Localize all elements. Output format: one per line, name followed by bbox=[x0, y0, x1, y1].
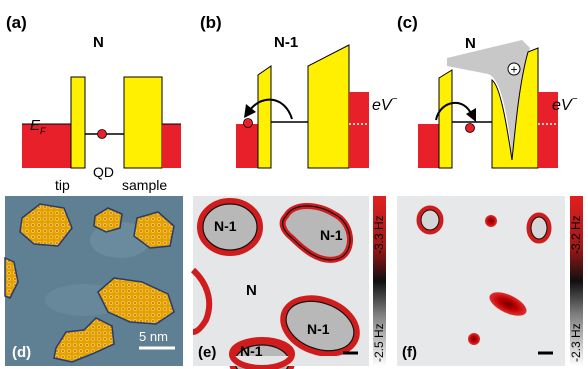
panel-d-label: (d) bbox=[12, 344, 31, 361]
charge-ring bbox=[526, 212, 552, 244]
molecule-island bbox=[133, 211, 175, 249]
molecule-island bbox=[93, 207, 123, 233]
molecule-island bbox=[97, 277, 175, 325]
charge-spot bbox=[489, 292, 527, 316]
tip-fermi-sea bbox=[22, 124, 71, 168]
sample-fermi-sea bbox=[538, 92, 558, 168]
colorbar bbox=[570, 196, 583, 366]
panel-d: (d) 5 nm bbox=[4, 196, 183, 366]
panel-c-label: (c) bbox=[397, 13, 418, 32]
sample-barrier bbox=[307, 44, 350, 169]
colorbar-top-label: -3.3 Hz bbox=[372, 215, 386, 254]
charge-spot bbox=[485, 215, 497, 227]
tip-barrier bbox=[257, 65, 272, 169]
tunneling-arrow bbox=[249, 98, 293, 120]
tip-fermi-sea bbox=[418, 124, 439, 168]
tunneling-arrow bbox=[435, 101, 473, 121]
molecule-island bbox=[53, 317, 115, 363]
charge-circle bbox=[507, 62, 521, 76]
panel-f-label: (f) bbox=[402, 344, 417, 361]
charge-spot bbox=[468, 333, 480, 345]
tip-barrier bbox=[70, 76, 86, 169]
tunneled-electron bbox=[243, 118, 253, 128]
panel-b-state: N-1 bbox=[274, 34, 298, 51]
panel-a-label: (a) bbox=[6, 13, 27, 32]
panel-b: (b) N-1 eV− bbox=[200, 13, 398, 169]
charge-sign: + bbox=[510, 63, 517, 77]
sample-barrier-bent bbox=[491, 47, 539, 169]
qd-label: QD bbox=[93, 164, 114, 180]
sample-fermi-sea bbox=[349, 92, 369, 168]
sample-barrier bbox=[123, 76, 163, 169]
charge-ring bbox=[280, 295, 360, 357]
qd-electron bbox=[465, 123, 475, 133]
colorbar-bottom-label: -2.3 Hz bbox=[569, 323, 583, 362]
qd-electron bbox=[97, 129, 107, 139]
molecule-island bbox=[19, 203, 73, 247]
panel-a-state: N bbox=[93, 34, 104, 51]
bias-label: eV− bbox=[372, 94, 398, 114]
tip-label: tip bbox=[55, 177, 70, 193]
region-label: N bbox=[246, 282, 257, 299]
tip-fermi-sea bbox=[236, 124, 258, 168]
region-label: N-1 bbox=[240, 343, 263, 359]
panel-e: N-1 N-1 N N-1 N-1 (e) -3.3 Hz -2.5 Hz bbox=[190, 196, 386, 369]
region-label: N-1 bbox=[307, 321, 330, 337]
sample-label: sample bbox=[122, 177, 167, 193]
scalebar-label: 5 nm bbox=[139, 329, 168, 344]
panel-c-state: N bbox=[465, 35, 476, 52]
panel-e-label: (e) bbox=[198, 344, 216, 361]
panel-b-label: (b) bbox=[200, 13, 222, 32]
molecule-island bbox=[4, 256, 19, 299]
colorbar bbox=[373, 196, 386, 366]
tip-barrier bbox=[438, 69, 453, 169]
colorbar-bottom-label: -2.5 Hz bbox=[372, 323, 386, 362]
panel-f: (f) -3.2 Hz -2.3 Hz bbox=[397, 196, 583, 366]
charge-ring bbox=[190, 267, 213, 335]
panel-a: (a) N EF tip QD sample bbox=[6, 13, 181, 193]
region-label: N-1 bbox=[214, 218, 237, 234]
panel-c: (c) N + eV− bbox=[397, 13, 578, 169]
sample-fermi-sea bbox=[162, 124, 181, 168]
fermi-label: EF bbox=[30, 117, 46, 136]
region-label: N-1 bbox=[320, 227, 343, 243]
charge-ring bbox=[197, 198, 263, 256]
charge-ring bbox=[416, 205, 444, 235]
colorbar-top-label: -3.2 Hz bbox=[569, 215, 583, 254]
bias-label: eV− bbox=[552, 94, 578, 114]
